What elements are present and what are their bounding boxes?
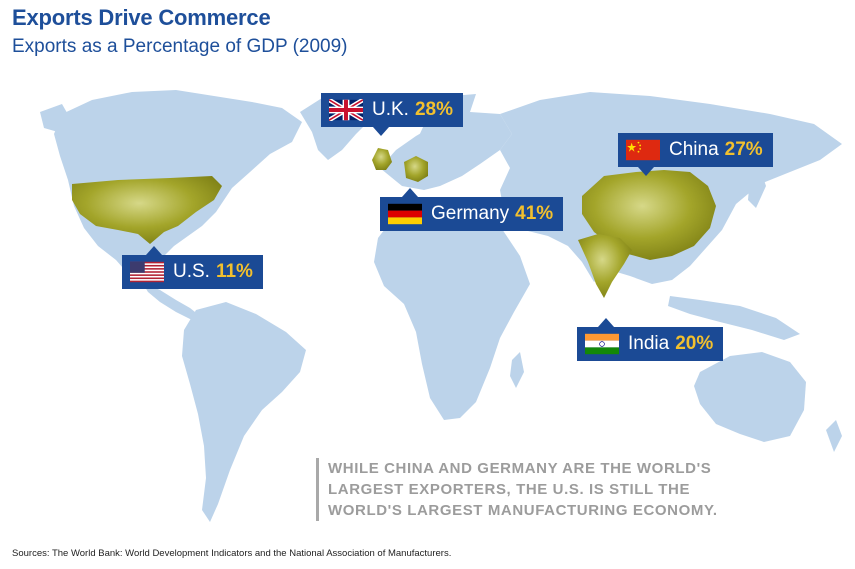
callout-pointer — [638, 167, 654, 176]
callout-country: China — [669, 139, 719, 160]
callout-pointer — [402, 188, 418, 197]
callout-note: WHILE CHINA AND GERMANY ARE THE WORLD'S … — [316, 458, 718, 521]
southeast-asia-islands-shape — [668, 296, 800, 340]
callout-india: India 20% — [577, 327, 724, 361]
note-line: LARGEST EXPORTERS, THE U.S. IS STILL THE — [328, 481, 691, 498]
callout-germany: Germany 41% — [380, 197, 564, 231]
callout-pointer — [146, 246, 162, 255]
callout-pointer — [373, 127, 389, 136]
callout-value: 27% — [724, 139, 763, 160]
madagascar-shape — [510, 352, 524, 388]
germany-country-shape — [404, 156, 428, 182]
new-zealand-shape — [826, 420, 842, 452]
callout-value: 11% — [215, 261, 253, 282]
australia-shape — [694, 352, 806, 442]
callout-country: U.S. — [173, 261, 210, 282]
page-title: Exports Drive Commerce — [12, 5, 271, 30]
central-america-shape — [142, 282, 200, 320]
japan-shape — [748, 168, 766, 208]
uk-country-shape — [372, 148, 392, 170]
india-flag-icon — [585, 333, 619, 355]
callout-us: U.S. 11% — [122, 255, 263, 289]
callout-country: Germany — [431, 203, 510, 224]
uk-flag-icon — [329, 99, 363, 121]
callout-value: 28% — [414, 99, 453, 120]
sources-text: Sources: The World Bank: World Developme… — [12, 548, 452, 559]
callout-pointer — [598, 318, 614, 327]
africa-shape — [374, 206, 530, 420]
south-america-shape — [182, 302, 306, 522]
china-flag-icon — [626, 139, 660, 161]
callout-value: 41% — [515, 203, 554, 224]
callout-china: China 27% — [618, 133, 773, 167]
india-country-shape — [578, 234, 632, 298]
germany-flag-icon — [388, 203, 422, 225]
callout-country: U.K. — [372, 99, 409, 120]
us-flag-icon — [130, 261, 164, 283]
callout-uk: U.K. 28% — [321, 93, 463, 127]
note-line: WORLD'S LARGEST MANUFACTURING ECONOMY. — [328, 502, 718, 519]
us-country-shape — [72, 176, 222, 244]
note-line: WHILE CHINA AND GERMANY ARE THE WORLD'S — [328, 460, 712, 477]
alaska-shape — [40, 104, 70, 132]
callout-value: 20% — [675, 333, 714, 354]
page-subtitle: Exports as a Percentage of GDP (2009) — [12, 36, 348, 57]
callout-country: India — [628, 333, 670, 354]
